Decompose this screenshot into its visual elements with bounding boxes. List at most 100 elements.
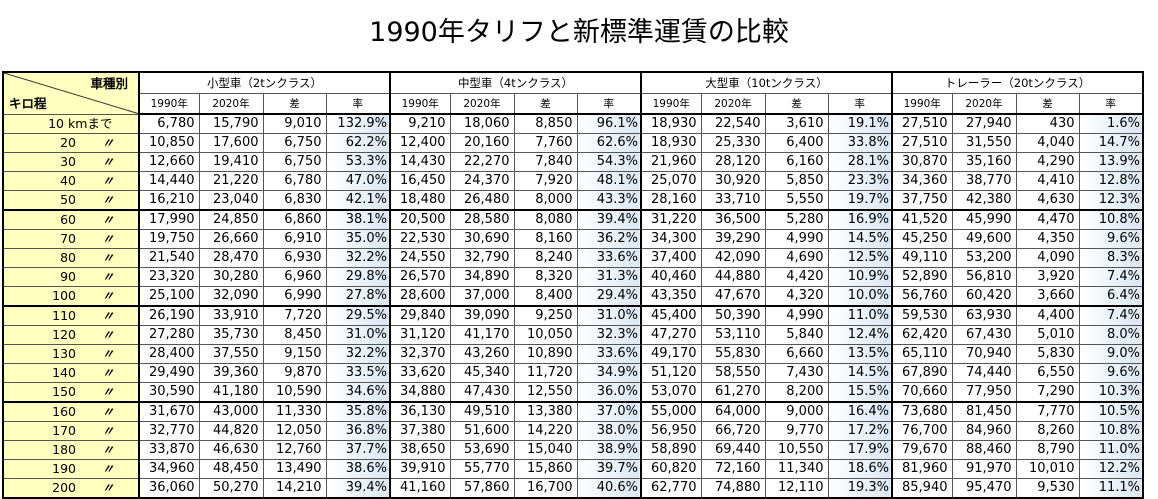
value-diff: 15,860: [513, 459, 578, 479]
value-1990: 56,950: [640, 421, 702, 441]
value-rate: 10.0%: [827, 286, 893, 307]
ditto-mark: 〃: [101, 424, 114, 438]
value-diff: 6,960: [262, 267, 327, 287]
ditto-mark: 〃: [101, 155, 114, 169]
value-rate: 17.2%: [827, 421, 893, 441]
group-header-2: 大型車（10tンクラス）: [640, 71, 893, 94]
distance-km: 30: [60, 154, 76, 169]
value-1990: 29,840: [389, 305, 451, 326]
value-rate: 38.1%: [325, 209, 391, 230]
value-rate: 32.3%: [576, 325, 642, 345]
value-rate: 1.6%: [1078, 113, 1144, 134]
value-1990: 31,120: [389, 325, 451, 345]
table-row: 190 〃 34,960 48,450 13,490 38.6% 39,910 55,770 1…: [2, 459, 1144, 479]
value-diff: 8,400: [513, 286, 578, 307]
distance-label: 150 〃: [2, 382, 140, 403]
value-2020: 28,120: [700, 152, 766, 172]
distance-km: 140: [52, 365, 76, 380]
value-rate: 29.8%: [325, 267, 391, 287]
value-2020: 26,660: [198, 229, 264, 249]
value-diff: 12,760: [262, 440, 327, 460]
value-2020: 50,390: [700, 305, 766, 326]
value-rate: 9.6%: [1078, 229, 1144, 249]
value-2020: 69,440: [700, 440, 766, 460]
value-rate: 12.2%: [1078, 459, 1144, 479]
value-rate: 8.3%: [1078, 248, 1144, 268]
value-rate: 37.7%: [325, 440, 391, 460]
value-rate: 36.0%: [576, 382, 642, 403]
value-1990: 27,510: [891, 113, 953, 134]
value-rate: 14.5%: [827, 363, 893, 383]
value-rate: 10.3%: [1078, 382, 1144, 403]
value-diff: 6,860: [262, 209, 327, 230]
value-2020: 48,450: [198, 459, 264, 479]
value-rate: 28.1%: [827, 152, 893, 172]
value-2020: 49,600: [951, 229, 1017, 249]
header-row-columns: 1990年 2020年差率 1990年 2020年差率 1990年 2020年差率 1990…: [3, 93, 1144, 115]
value-1990: 26,570: [389, 267, 451, 287]
value-1990: 73,680: [891, 401, 953, 422]
value-rate: 12.3%: [1078, 190, 1144, 211]
value-diff: 3,660: [1015, 286, 1080, 307]
value-rate: 19.7%: [827, 190, 893, 211]
value-2020: 51,600: [449, 421, 515, 441]
table-row: 160 〃 31,670 43,000 11,330 35.8% 36,130 49,510 1…: [2, 401, 1144, 422]
value-1990: 38,650: [389, 440, 451, 460]
distance-km: 160: [52, 404, 76, 419]
value-1990: 16,210: [138, 190, 200, 211]
value-rate: 62.2%: [325, 133, 391, 153]
ditto-mark: 〃: [101, 366, 114, 380]
distance-label: 130 〃: [2, 344, 140, 364]
value-diff: 8,320: [513, 267, 578, 287]
value-2020: 24,850: [198, 209, 264, 230]
value-rate: 38.9%: [576, 440, 642, 460]
value-1990: 39,910: [389, 459, 451, 479]
table-row: 90 〃 23,320 30,280 6,960 29.8% 26,570 34,890 8,3…: [2, 267, 1144, 287]
value-1990: 58,890: [640, 440, 702, 460]
column-header-2020: 2020年: [449, 93, 515, 115]
value-2020: 30,280: [198, 267, 264, 287]
ditto-mark: 〃: [101, 136, 114, 150]
distance-km: 10: [48, 115, 64, 131]
value-diff: 430: [1015, 113, 1080, 134]
value-rate: 7.4%: [1078, 267, 1144, 287]
value-rate: 33.6%: [576, 248, 642, 268]
value-1990: 27,280: [138, 325, 200, 345]
value-2020: 84,960: [951, 421, 1017, 441]
value-rate: 19.1%: [827, 113, 893, 134]
value-2020: 72,160: [700, 459, 766, 479]
distance-label: 100 〃: [2, 286, 140, 307]
value-diff: 8,080: [513, 209, 578, 230]
table-row: 120 〃 27,280 35,730 8,450 31.0% 31,120 41,170 10…: [2, 325, 1144, 345]
value-diff: 5,840: [764, 325, 829, 345]
value-2020: 91,970: [951, 459, 1017, 479]
ditto-mark: 〃: [101, 232, 114, 246]
value-diff: 5,850: [764, 171, 829, 191]
value-1990: 52,890: [891, 267, 953, 287]
column-header-1990: 1990年: [138, 93, 200, 115]
distance-km: 120: [52, 327, 76, 342]
value-1990: 33,620: [389, 363, 451, 383]
distance-km: 50: [60, 192, 76, 207]
value-2020: 41,170: [449, 325, 515, 345]
value-rate: 36.8%: [325, 421, 391, 441]
table-row: 70 〃 19,750 26,660 6,910 35.0% 22,530 30,690 8,1…: [2, 229, 1144, 249]
value-1990: 12,400: [389, 133, 451, 153]
value-rate: 19.3%: [827, 478, 893, 499]
value-2020: 39,360: [198, 363, 264, 383]
value-2020: 28,470: [198, 248, 264, 268]
distance-km: 150: [52, 384, 76, 399]
value-1990: 49,110: [891, 248, 953, 268]
value-rate: 10.9%: [827, 267, 893, 287]
distance-km: 200: [52, 480, 76, 495]
value-2020: 27,940: [951, 113, 1017, 134]
value-2020: 39,090: [449, 305, 515, 326]
table-row: 200 〃 36,060 50,270 14,210 39.4% 41,160 57,860 1…: [2, 478, 1144, 499]
ditto-mark: 〃: [101, 193, 114, 207]
value-2020: 32,090: [198, 286, 264, 307]
value-1990: 10,850: [138, 133, 200, 153]
value-diff: 11,720: [513, 363, 578, 383]
value-rate: 16.9%: [827, 209, 893, 230]
ditto-mark: 〃: [101, 462, 114, 476]
distance-label: 160 〃: [2, 401, 140, 422]
